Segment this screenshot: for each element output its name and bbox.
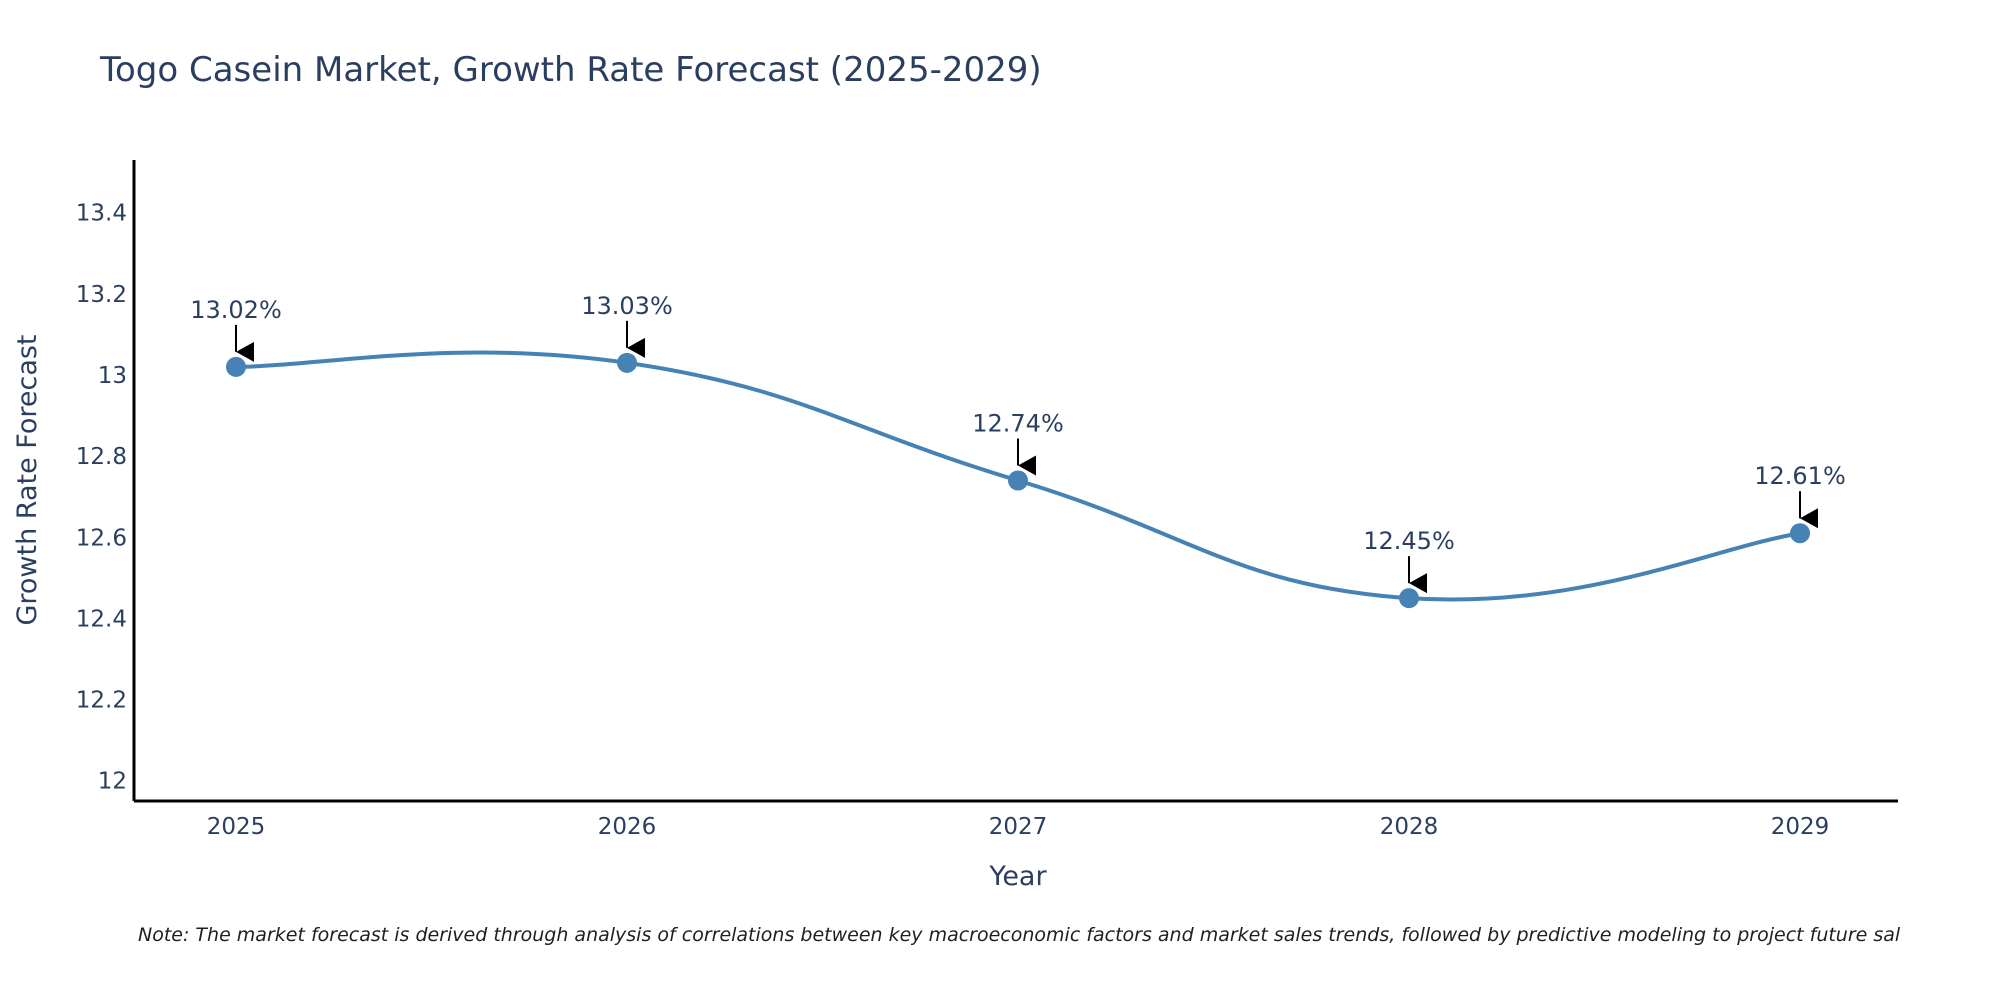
data-point <box>1790 523 1810 544</box>
x-tick-label: 2028 <box>1380 814 1439 840</box>
y-tick-label: 13 <box>98 363 127 389</box>
y-axis-title: Growth Rate Forecast <box>12 334 43 625</box>
tick-labels: 12 12.2 12.4 12.6 12.8 13 13.2 13.4 2025 2026 2027… <box>76 201 1829 840</box>
data-point <box>226 356 246 377</box>
x-tick-label: 2026 <box>598 814 657 840</box>
x-tick-label: 2027 <box>989 814 1048 840</box>
data-label: 13.02% <box>190 296 282 324</box>
axes <box>132 160 1898 803</box>
chart-title: Togo Casein Market, Growth Rate Forecast… <box>99 50 1042 90</box>
y-tick-label: 12.8 <box>76 444 127 470</box>
chart-note: Note: The market forecast is derived thr… <box>138 924 1901 946</box>
x-tick-label: 2029 <box>1771 814 1830 840</box>
data-label: 12.45% <box>1363 527 1455 555</box>
data-point <box>1399 588 1419 609</box>
x-axis-title: Year <box>988 861 1047 892</box>
y-tick-label: 13.2 <box>76 282 127 308</box>
y-tick-label: 12 <box>98 769 127 795</box>
y-tick-label: 12.2 <box>76 688 127 714</box>
data-point <box>617 352 637 373</box>
y-tick-label: 12.6 <box>76 525 127 551</box>
data-labels: 13.02% 13.03% 12.74% 12.45% 12.61% <box>190 292 1846 594</box>
y-tick-label: 12.4 <box>76 606 127 632</box>
data-series <box>226 350 1810 609</box>
data-label: 13.03% <box>581 292 673 320</box>
x-tick-label: 2025 <box>207 814 266 840</box>
data-label: 12.74% <box>972 410 1064 438</box>
data-label: 12.61% <box>1754 462 1846 490</box>
y-tick-label: 13.4 <box>76 201 127 227</box>
data-point <box>1008 470 1028 491</box>
